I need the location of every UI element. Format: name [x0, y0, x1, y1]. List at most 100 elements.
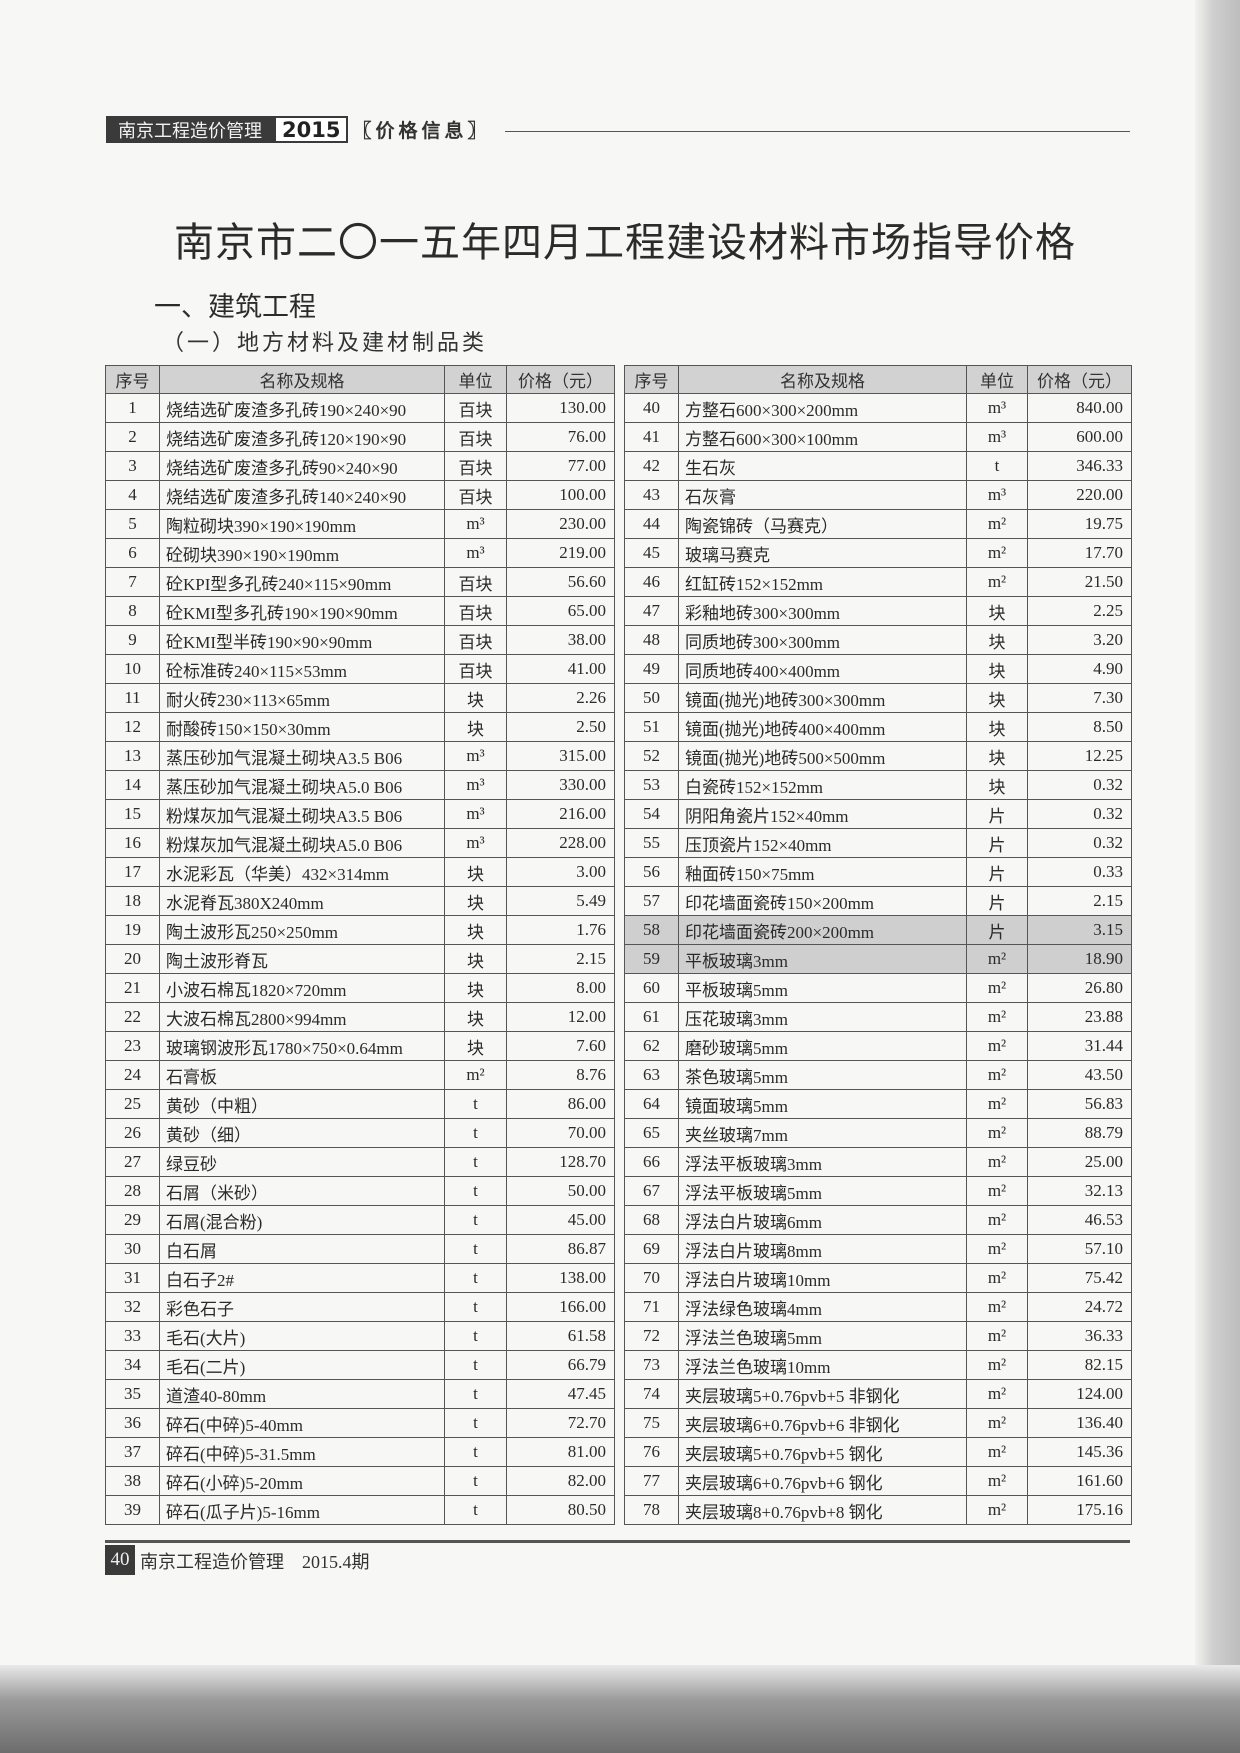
table-row: 49 同质地砖400×400mm 块 4.90 [624, 654, 1132, 684]
material-name: 蒸压砂加气混凝土砌块A3.5 B06 [159, 741, 445, 771]
page-number: 40 [105, 1545, 135, 1575]
row-number: 5 [105, 509, 160, 539]
row-number: 21 [105, 973, 160, 1003]
material-name: 镜面(抛光)地砖500×500mm [678, 741, 967, 771]
row-number: 29 [105, 1205, 160, 1235]
row-number: 58 [624, 915, 679, 945]
material-name: 镜面玻璃5mm [678, 1089, 967, 1119]
material-name: 粉煤灰加气混凝土砌块A5.0 B06 [159, 828, 445, 858]
material-name: 水泥脊瓦380X240mm [159, 886, 445, 916]
material-name: 小波石棉瓦1820×720mm [159, 973, 445, 1003]
row-number: 24 [105, 1060, 160, 1090]
price: 130.00 [506, 393, 615, 423]
table-row: 56 釉面砖150×75mm 片 0.33 [624, 857, 1132, 887]
material-name: 浮法兰色玻璃5mm [678, 1321, 967, 1351]
price: 2.26 [506, 683, 615, 713]
row-number: 2 [105, 422, 160, 452]
price: 81.00 [506, 1437, 615, 1467]
material-name: 釉面砖150×75mm [678, 857, 967, 887]
row-number: 67 [624, 1176, 679, 1206]
row-number: 73 [624, 1350, 679, 1380]
table-row: 37 碎石(中碎)5-31.5mm t 81.00 [105, 1437, 615, 1467]
row-number: 52 [624, 741, 679, 771]
material-name: 彩釉地砖300×300mm [678, 596, 967, 626]
table-row: 12 耐酸砖150×150×30mm 块 2.50 [105, 712, 615, 742]
price: 57.10 [1027, 1234, 1132, 1264]
price: 840.00 [1027, 393, 1132, 423]
unit: m² [966, 1002, 1028, 1032]
price: 26.80 [1027, 973, 1132, 1003]
unit: 片 [966, 915, 1028, 945]
material-name: 浮法平板玻璃3mm [678, 1147, 967, 1177]
price: 3.00 [506, 857, 615, 887]
price: 82.00 [506, 1466, 615, 1496]
unit: 块 [444, 944, 507, 974]
material-name: 绿豆砂 [159, 1147, 445, 1177]
price: 61.58 [506, 1321, 615, 1351]
material-name: 夹丝玻璃7mm [678, 1118, 967, 1148]
row-number: 9 [105, 625, 160, 655]
row-number: 41 [624, 422, 679, 452]
price: 25.00 [1027, 1147, 1132, 1177]
price: 128.70 [506, 1147, 615, 1177]
table-row: 11 耐火砖230×113×65mm 块 2.26 [105, 683, 615, 713]
row-number: 50 [624, 683, 679, 713]
col-header-price: 价格（元） [506, 365, 615, 394]
unit: m² [966, 509, 1028, 539]
price: 600.00 [1027, 422, 1132, 452]
table-row: 77 夹层玻璃6+0.76pvb+6 钢化 m² 161.60 [624, 1466, 1132, 1496]
material-name: 彩色石子 [159, 1292, 445, 1322]
price: 46.53 [1027, 1205, 1132, 1235]
col-header-name: 名称及规格 [159, 365, 445, 394]
row-number: 26 [105, 1118, 160, 1148]
row-number: 57 [624, 886, 679, 916]
unit: t [444, 1379, 507, 1409]
table-row: 59 平板玻璃3mm m² 18.90 [624, 944, 1132, 974]
row-number: 76 [624, 1437, 679, 1467]
material-name: 碎石(小碎)5-20mm [159, 1466, 445, 1496]
row-number: 64 [624, 1089, 679, 1119]
row-number: 14 [105, 770, 160, 800]
material-name: 陶土波形瓦250×250mm [159, 915, 445, 945]
row-number: 8 [105, 596, 160, 626]
table-row: 41 方整石600×300×100mm m³ 600.00 [624, 422, 1132, 452]
material-name: 黄砂（中粗） [159, 1089, 445, 1119]
table-row: 74 夹层玻璃5+0.76pvb+5 非钢化 m² 124.00 [624, 1379, 1132, 1409]
unit: m³ [966, 393, 1028, 423]
row-number: 70 [624, 1263, 679, 1293]
material-name: 烧结选矿废渣多孔砖140×240×90 [159, 480, 445, 510]
unit: m² [966, 1379, 1028, 1409]
unit: 百块 [444, 480, 507, 510]
table-row: 25 黄砂（中粗） t 86.00 [105, 1089, 615, 1119]
row-number: 63 [624, 1060, 679, 1090]
unit: t [444, 1495, 507, 1525]
header-rule [505, 131, 1130, 132]
material-name: 砼砌块390×190×190mm [159, 538, 445, 568]
table-row: 34 毛石(二片) t 66.79 [105, 1350, 615, 1380]
table-row: 48 同质地砖300×300mm 块 3.20 [624, 625, 1132, 655]
row-number: 3 [105, 451, 160, 481]
table-row: 18 水泥脊瓦380X240mm 块 5.49 [105, 886, 615, 916]
table-row: 71 浮法绿色玻璃4mm m² 24.72 [624, 1292, 1132, 1322]
row-number: 1 [105, 393, 160, 423]
material-name: 石灰膏 [678, 480, 967, 510]
row-number: 65 [624, 1118, 679, 1148]
price: 330.00 [506, 770, 615, 800]
table-row: 53 白瓷砖152×152mm 块 0.32 [624, 770, 1132, 800]
price: 38.00 [506, 625, 615, 655]
material-name: 碎石(瓜子片)5-16mm [159, 1495, 445, 1525]
price: 8.76 [506, 1060, 615, 1090]
unit: m² [966, 1031, 1028, 1061]
price: 31.44 [1027, 1031, 1132, 1061]
row-number: 36 [105, 1408, 160, 1438]
price: 82.15 [1027, 1350, 1132, 1380]
table-row: 26 黄砂（细） t 70.00 [105, 1118, 615, 1148]
row-number: 16 [105, 828, 160, 858]
col-header-unit: 单位 [966, 365, 1028, 394]
unit: m³ [444, 509, 507, 539]
price: 161.60 [1027, 1466, 1132, 1496]
unit: 块 [444, 712, 507, 742]
table-row: 60 平板玻璃5mm m² 26.80 [624, 973, 1132, 1003]
table-row: 58 印花墙面瓷砖200×200mm 片 3.15 [624, 915, 1132, 945]
row-number: 11 [105, 683, 160, 713]
